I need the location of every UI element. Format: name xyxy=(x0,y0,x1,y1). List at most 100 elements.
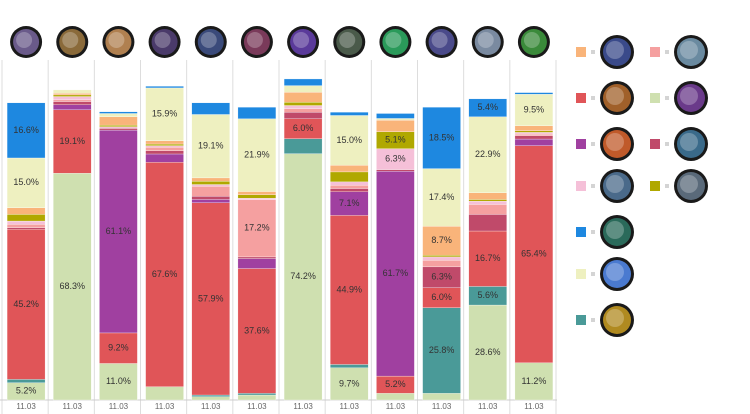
icon-shade xyxy=(680,87,698,105)
bar-segment xyxy=(237,258,277,269)
icon xyxy=(197,29,224,55)
icon-shade xyxy=(246,32,263,48)
bar-segment xyxy=(53,93,92,96)
bar-segment xyxy=(283,153,323,401)
bar-segment xyxy=(330,185,369,189)
icon xyxy=(603,218,631,246)
icon-shade xyxy=(606,41,624,59)
bar-segment xyxy=(191,196,230,200)
legend-swatch xyxy=(576,139,586,149)
bar-segment xyxy=(6,102,46,159)
value-label: 18.5% xyxy=(429,132,455,142)
value-label: 6.0% xyxy=(293,123,314,133)
bar-segment xyxy=(514,92,554,95)
bar-segment xyxy=(283,105,323,109)
legend-swatch xyxy=(576,47,586,57)
legend-swatch xyxy=(576,227,586,237)
bar-segment xyxy=(376,118,415,121)
bar-segment xyxy=(99,128,138,131)
value-label: 7.1% xyxy=(339,198,360,208)
value-label: 28.6% xyxy=(475,347,501,357)
value-label: 6.3% xyxy=(431,272,452,282)
legend-swatch xyxy=(576,315,586,325)
bar-segment xyxy=(468,116,507,193)
bar-segment xyxy=(6,207,46,215)
bar-segment xyxy=(191,186,230,197)
bar-segment xyxy=(422,393,461,401)
icon xyxy=(382,29,409,55)
bar-segment xyxy=(53,96,92,101)
bar-segment xyxy=(514,130,554,133)
x-tick-label: 11.03 xyxy=(16,402,36,411)
value-label: 11.2% xyxy=(521,376,546,386)
bar-segment xyxy=(145,147,184,151)
bar-segment xyxy=(145,143,184,146)
value-label: 45.2% xyxy=(13,299,39,309)
bar-segment xyxy=(468,98,507,117)
icon xyxy=(603,260,631,288)
bar-segment xyxy=(468,304,507,401)
bar-segment xyxy=(330,188,369,192)
icon-shade xyxy=(606,309,624,327)
bar-segment xyxy=(191,394,230,397)
bar-segment xyxy=(237,393,277,396)
bar-segment xyxy=(237,268,277,394)
bar-segment xyxy=(191,202,230,396)
icon-shade xyxy=(523,32,540,48)
value-label: 16.7% xyxy=(475,253,501,263)
icon xyxy=(603,38,631,66)
x-tick-label: 11.03 xyxy=(247,402,267,411)
value-label: 25.8% xyxy=(429,345,455,355)
value-label: 9.2% xyxy=(108,343,129,353)
icon-shade xyxy=(339,32,356,48)
bar-segment xyxy=(6,224,46,228)
icon xyxy=(59,29,86,55)
bar-segment xyxy=(99,116,138,126)
icon-shade xyxy=(200,32,217,48)
bar-segment xyxy=(422,260,461,268)
bar-segment xyxy=(145,150,184,155)
bar-segment xyxy=(237,118,277,192)
icon xyxy=(520,29,547,55)
bar-segment xyxy=(191,181,230,185)
bar-segment xyxy=(6,229,46,380)
bar-segment xyxy=(422,256,461,261)
value-label: 19.1% xyxy=(59,136,85,146)
bar-segment xyxy=(237,256,277,259)
bar-segment xyxy=(468,199,507,202)
bar-segment xyxy=(330,165,369,173)
value-label: 5.2% xyxy=(385,379,406,389)
bar-segment xyxy=(422,168,461,227)
icon xyxy=(603,306,631,334)
value-label: 5.1% xyxy=(385,135,406,145)
value-label: 37.6% xyxy=(244,325,270,335)
bar-segment xyxy=(514,133,554,136)
bar-segment xyxy=(422,307,461,394)
icon xyxy=(603,130,631,158)
value-label: 5.2% xyxy=(16,386,37,396)
bar-segment xyxy=(283,78,323,86)
value-label: 44.9% xyxy=(336,284,362,294)
bar-segment xyxy=(191,199,230,203)
bar-segment xyxy=(283,112,323,119)
legend-swatch xyxy=(650,181,660,191)
bar-segment xyxy=(99,332,138,364)
icon xyxy=(677,172,705,200)
icon-shade xyxy=(680,175,698,193)
icon-shade xyxy=(606,263,624,281)
icon xyxy=(105,29,132,55)
icon xyxy=(336,29,363,55)
icon xyxy=(677,130,705,158)
icon-shade xyxy=(680,133,698,151)
bar-segment xyxy=(6,220,46,225)
bar-segment xyxy=(330,112,369,116)
bar-segment xyxy=(376,169,415,172)
bar-segment xyxy=(99,363,138,401)
bar-segment xyxy=(330,171,369,183)
value-label: 17.2% xyxy=(244,223,270,233)
legend-swatch xyxy=(576,181,586,191)
x-tick-label: 11.03 xyxy=(432,402,452,411)
value-label: 21.9% xyxy=(244,150,270,160)
icon-shade xyxy=(293,32,310,48)
legend-swatch xyxy=(576,93,586,103)
